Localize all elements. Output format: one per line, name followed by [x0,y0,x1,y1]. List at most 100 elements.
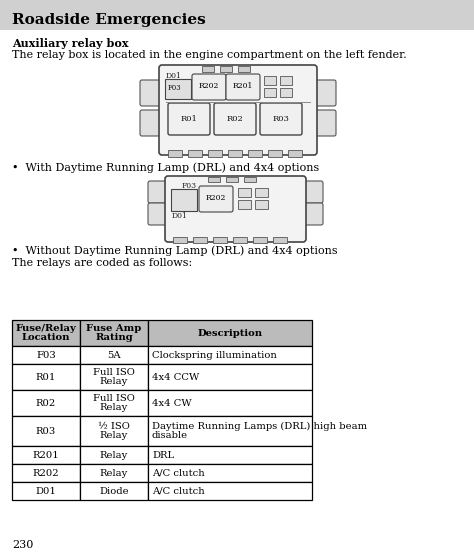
Bar [12,320,80,346]
Bar [148,320,312,346]
Bar [0,0,474,30]
Text: D01: D01 [166,72,182,80]
Bar [173,237,187,243]
Text: F03: F03 [168,84,182,92]
Bar [148,446,312,464]
Text: The relay box is located in the engine compartment on the left fender.: The relay box is located in the engine c… [12,50,407,60]
Bar [255,200,268,209]
Text: Auxiliary relay box: Auxiliary relay box [12,38,128,49]
Bar [80,464,148,482]
Text: Full ISO: Full ISO [93,368,135,377]
Text: Relay: Relay [100,377,128,386]
Bar [148,482,312,500]
Bar [244,177,256,182]
Bar [208,177,220,182]
Text: The relays are coded as follows:: The relays are coded as follows: [12,258,192,268]
Text: R03: R03 [273,115,290,123]
Bar [12,482,80,500]
FancyBboxPatch shape [199,186,233,212]
FancyBboxPatch shape [148,181,168,203]
Text: Diode: Diode [99,486,129,496]
Text: Location: Location [22,333,70,342]
Text: disable: disable [152,431,188,440]
FancyBboxPatch shape [140,80,162,106]
FancyBboxPatch shape [303,181,323,203]
Text: R202: R202 [199,82,219,90]
Text: F03: F03 [182,182,197,190]
Text: Relay: Relay [100,431,128,440]
Text: Relay: Relay [100,451,128,460]
Text: A/C clutch: A/C clutch [152,486,205,496]
Bar [255,188,268,197]
Bar [268,150,282,157]
Text: Clockspring illumination: Clockspring illumination [152,350,277,359]
Text: Daytime Running Lamps (DRL) high beam: Daytime Running Lamps (DRL) high beam [152,422,367,431]
Text: 4x4 CW: 4x4 CW [152,398,191,408]
Text: Fuse Amp: Fuse Amp [86,324,142,333]
FancyBboxPatch shape [165,79,191,99]
Bar [12,416,80,446]
Text: F03: F03 [36,350,56,359]
Text: R02: R02 [227,115,243,123]
Bar [264,76,276,85]
Bar [220,66,232,72]
Text: R01: R01 [181,115,198,123]
Text: Roadside Emergencies: Roadside Emergencies [12,13,206,27]
Bar [80,364,148,390]
Bar [148,346,312,364]
Text: •  Without Daytime Running Lamp (DRL) and 4x4 options: • Without Daytime Running Lamp (DRL) and… [12,245,337,256]
FancyBboxPatch shape [314,110,336,136]
Text: R01: R01 [36,373,56,382]
Bar [80,346,148,364]
FancyBboxPatch shape [303,203,323,225]
Bar [12,390,80,416]
FancyBboxPatch shape [140,110,162,136]
Bar [226,177,238,182]
Bar [80,482,148,500]
Text: A/C clutch: A/C clutch [152,468,205,477]
Bar [238,66,250,72]
Bar [193,237,207,243]
FancyBboxPatch shape [192,74,226,100]
Bar [188,150,202,157]
FancyBboxPatch shape [159,65,317,155]
Text: Relay: Relay [100,468,128,477]
Text: Relay: Relay [100,403,128,412]
Bar [12,346,80,364]
Text: Rating: Rating [95,333,133,342]
Bar [12,364,80,390]
Text: DRL: DRL [152,451,174,460]
Text: D01: D01 [172,212,188,220]
Bar [202,66,214,72]
Text: R201: R201 [233,82,253,90]
Text: ½ ISO: ½ ISO [98,422,130,431]
Text: Fuse/Relay: Fuse/Relay [16,324,76,333]
Text: R202: R202 [206,194,226,202]
FancyBboxPatch shape [171,189,197,211]
Text: 230: 230 [12,540,33,550]
Text: Description: Description [198,329,263,338]
Bar [208,150,222,157]
Bar [280,76,292,85]
Bar [148,464,312,482]
Bar [238,188,251,197]
Text: D01: D01 [36,486,56,496]
Bar [273,237,287,243]
Bar [80,446,148,464]
FancyBboxPatch shape [165,176,306,242]
Text: R201: R201 [33,451,59,460]
FancyBboxPatch shape [314,80,336,106]
Bar [168,150,182,157]
FancyBboxPatch shape [214,103,256,135]
Bar [12,464,80,482]
Text: •  With Daytime Running Lamp (DRL) and 4x4 options: • With Daytime Running Lamp (DRL) and 4x… [12,162,319,173]
Text: Full ISO: Full ISO [93,394,135,403]
Bar [288,150,302,157]
Bar [233,237,247,243]
Bar [213,237,227,243]
Bar [148,416,312,446]
Bar [238,200,251,209]
Bar [148,390,312,416]
FancyBboxPatch shape [260,103,302,135]
Bar [148,364,312,390]
